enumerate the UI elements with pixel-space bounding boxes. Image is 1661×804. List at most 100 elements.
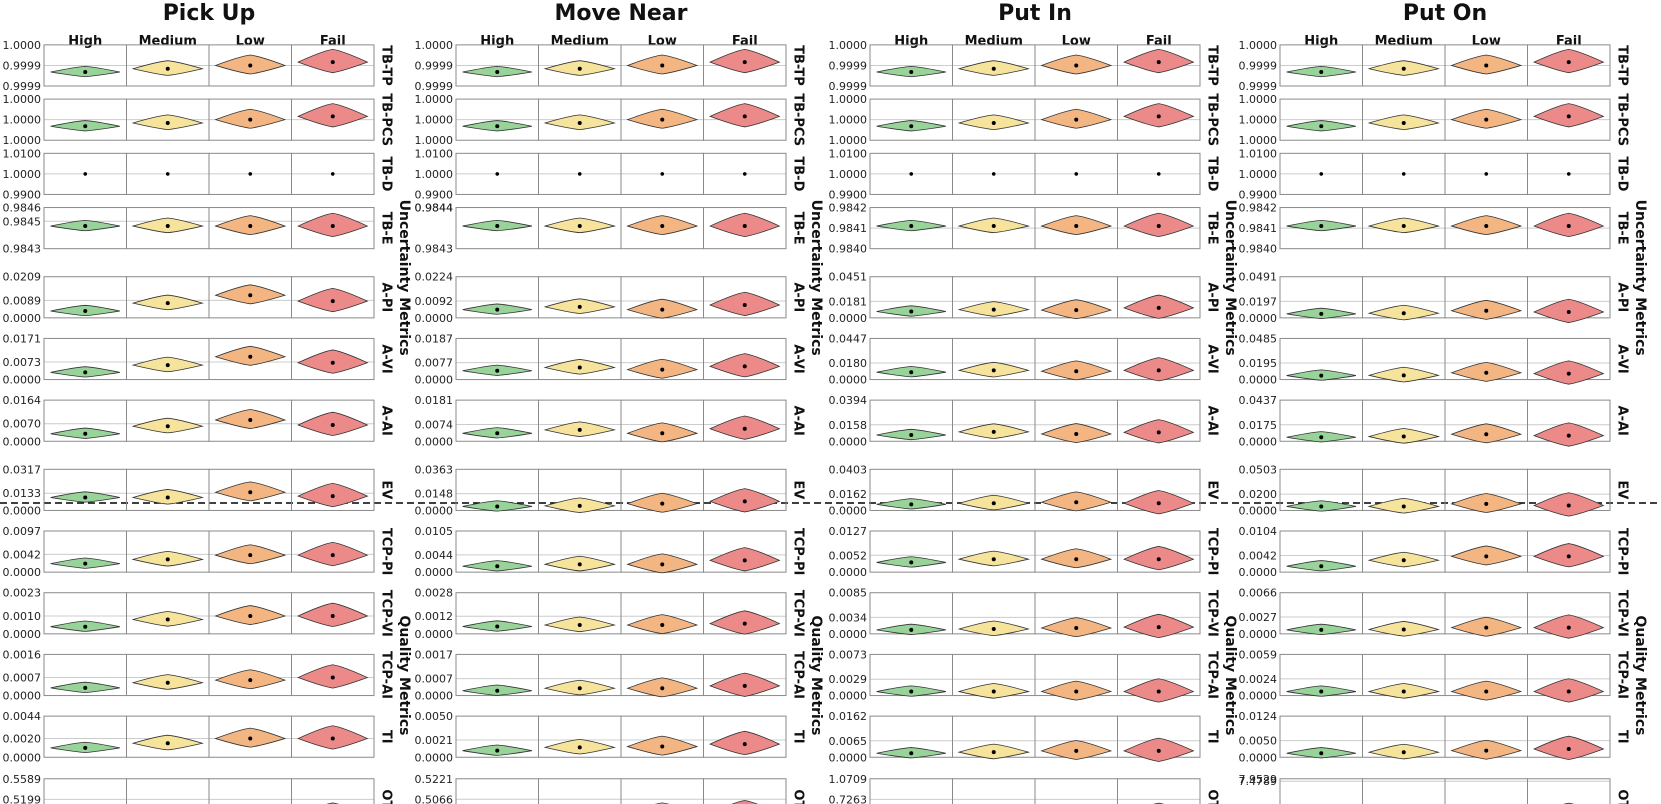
median-dot [742,172,747,176]
metric-label: A-AI [791,406,806,436]
cell-frame [952,778,1036,804]
y-tick-label: 0.0073 [3,356,42,369]
median-dot [1156,557,1161,562]
median-dot [577,745,582,750]
y-tick-label: 0.9843 [415,243,454,256]
median-dot [165,301,170,306]
y-tick-label: 0.0077 [415,357,454,370]
median-dot [577,562,582,567]
median-dot [1484,501,1489,506]
median-dot [1156,60,1161,65]
y-tick-label: 0.0158 [829,419,868,432]
y-tick-label: 0.0363 [415,463,454,476]
median-dot [1156,625,1161,630]
median-dot [1566,60,1571,65]
median-dot [1401,172,1406,176]
y-tick-label: 0.0000 [3,435,42,448]
category-header: Medium [551,34,609,49]
median-dot [248,354,253,359]
cell-frame [291,399,375,442]
y-tick-label: 0.0104 [1239,525,1278,538]
median-dot [1074,172,1079,176]
metric-label: EV [379,480,394,499]
median-dot [991,66,996,71]
cell-frame [291,468,375,511]
median-dot [165,495,170,500]
metric-label: TCP-AI [1615,651,1630,699]
metric-label: A-VI [791,344,806,373]
median-dot [1319,435,1324,440]
median-dot [1484,689,1489,694]
median-dot [577,503,582,508]
y-tick-label: 0.0437 [1239,394,1278,407]
y-tick-label: 0.0000 [3,628,42,641]
y-tick-label: 0.0073 [829,648,868,661]
median-dot [1074,224,1079,229]
y-tick-label: 1.0000 [1239,39,1278,52]
median-dot [248,553,253,558]
y-tick-label: 0.9999 [415,59,454,72]
median-dot [1156,430,1161,435]
y-tick-label: 0.0050 [415,710,454,723]
y-tick-label: 0.0187 [415,332,454,345]
y-tick-label: 0.0050 [1239,735,1278,748]
y-tick-label: 7.9529 [1239,773,1278,786]
y-tick-label: 1.0000 [415,39,454,52]
y-tick-label: 0.0021 [415,734,454,747]
y-tick-label: 0.0042 [3,548,42,561]
cell-frame [291,592,375,635]
y-tick-label: 0.0020 [3,733,42,746]
y-tick-label: 1.0000 [829,93,868,106]
median-dot [1156,501,1161,506]
y-tick-label: 0.0403 [829,463,868,476]
median-dot [660,623,665,628]
metric-label: EV [1205,480,1220,499]
cell-frame [1527,44,1611,87]
median-dot [742,303,747,308]
y-tick-label: 0.9999 [1239,80,1278,93]
median-dot [83,561,88,566]
median-dot [742,426,747,431]
cell-frame [291,653,375,697]
y-tick-label: 0.0044 [3,710,42,723]
median-dot [1319,373,1324,378]
y-tick-label: 0.0195 [1239,357,1278,370]
y-tick-label: 0.9999 [415,80,454,93]
cell-frame [703,778,787,804]
cell-frame [1117,207,1201,250]
cell-frame [869,778,953,804]
metric-label: TB-E [379,212,394,245]
median-dot [1074,63,1079,68]
metric-label: TB-PCS [379,93,394,146]
median-dot [248,678,253,683]
median-dot [660,744,665,749]
group-label: Quality Metrics [1632,615,1648,735]
y-tick-label: 0.0447 [829,332,868,345]
metric-label: TB-D [1615,156,1630,191]
median-dot [991,172,996,176]
y-tick-label: 0.9900 [829,188,868,201]
category-header: Low [1472,34,1501,49]
cell-frame [291,778,375,804]
cell-frame [703,337,787,381]
metric-label: A-PI [379,282,394,312]
median-dot [1484,748,1489,753]
y-tick-label: 0.0394 [829,394,868,407]
cell-frame [1444,778,1528,804]
y-tick-label: 0.0148 [415,488,454,501]
cell-frame [126,778,210,804]
median-dot [577,120,582,125]
category-header: High [480,34,514,49]
y-tick-label: 0.9841 [1239,222,1278,235]
group-label: Uncertainty Metrics [808,200,824,356]
median-dot [495,431,500,436]
median-dot [1319,751,1324,756]
median-dot [495,70,500,75]
median-dot [1484,308,1489,313]
cell-frame [291,207,375,250]
median-dot [909,751,914,756]
y-tick-label: 0.0052 [829,549,868,562]
y-tick-label: 1.0000 [415,93,454,106]
cell-frame [291,337,375,381]
y-tick-label: 0.0000 [829,566,868,579]
